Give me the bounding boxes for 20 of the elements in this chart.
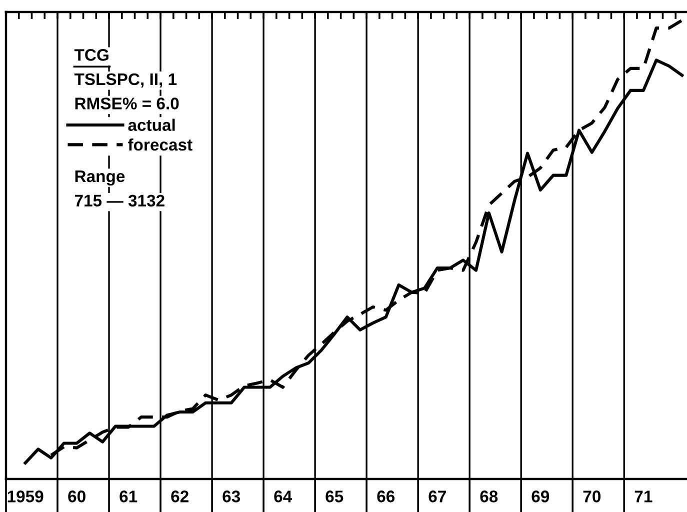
text: TCG — [74, 49, 108, 61]
x-tick-label: 1959 — [8, 490, 44, 502]
x-tick-label: 69 — [532, 490, 550, 502]
legend-label: forecast — [128, 138, 192, 151]
x-tick-label: 68 — [480, 490, 498, 502]
annotation: Range — [75, 170, 125, 186]
x-tick-label: 64 — [274, 490, 292, 502]
x-tick-label: 65 — [326, 490, 344, 502]
x-tick-label: 62 — [171, 490, 188, 502]
annotation: RMSE% = 6.0 — [75, 98, 179, 110]
x-tick-label: 70 — [583, 490, 601, 502]
x-tick-label: 63 — [222, 490, 240, 502]
x-tick-label: 71 — [634, 490, 652, 502]
annotation: 715 — 3132 — [74, 194, 164, 207]
x-tick-label: 61 — [120, 490, 138, 502]
text: TSLSPC, II, 1 — [74, 73, 177, 88]
x-tick-label: 67 — [428, 490, 446, 502]
x-tick-label: 60 — [68, 490, 86, 502]
legend-label: actual — [128, 118, 175, 131]
x-tick-label: 66 — [377, 490, 395, 502]
